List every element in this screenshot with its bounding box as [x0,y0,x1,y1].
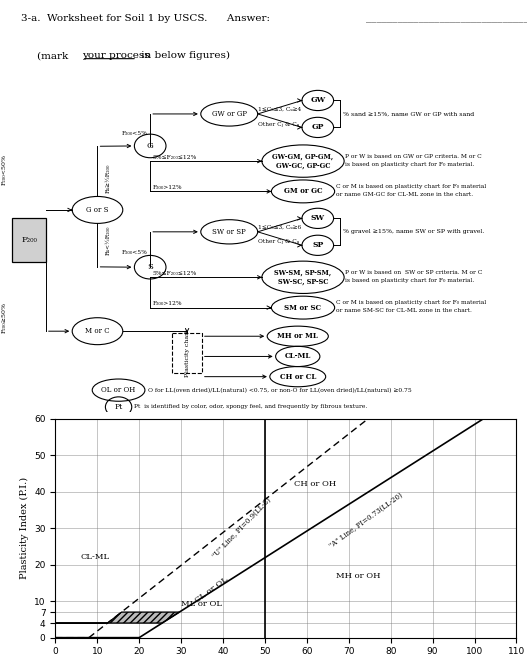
Text: F₂₀₀<5%: F₂₀₀<5% [122,131,148,136]
Y-axis label: Plasticity Index (P.I.): Plasticity Index (P.I.) [19,477,28,579]
Text: SW-SM, SP-SM,
SW-SC, SP-SC: SW-SM, SP-SM, SW-SC, SP-SC [275,269,331,286]
Text: M or C: M or C [85,327,110,336]
Text: SW: SW [311,215,325,222]
FancyBboxPatch shape [12,218,46,262]
Text: or name SM-SC for CL-ML zone in the chart.: or name SM-SC for CL-ML zone in the char… [336,309,472,313]
Text: F₂₀₀: F₂₀₀ [21,236,37,244]
Text: G: G [147,142,153,150]
Text: F₂₀₀>12%: F₂₀₀>12% [153,301,182,306]
Text: % gravel ≥15%, name SW or SP with gravel.: % gravel ≥15%, name SW or SP with gravel… [343,230,484,234]
Text: F₂₀₀<50%: F₂₀₀<50% [2,154,7,185]
Text: GW-GM, GP-GM,
GW-GC, GP-GC: GW-GM, GP-GM, GW-GC, GP-GC [272,152,334,169]
Text: MH or OH: MH or OH [336,572,380,579]
Text: P or W is based on GW or GP criteria. M or C: P or W is based on GW or GP criteria. M … [345,154,482,158]
Text: OL or OH: OL or OH [102,386,135,394]
Text: O for LL(oven dried)/LL(natural) <0.75, or non-O for LL(oven dried)/LL(natural) : O for LL(oven dried)/LL(natural) <0.75, … [148,388,411,392]
Text: R₄<½R₂₀₀: R₄<½R₂₀₀ [105,226,110,255]
Text: is based on plasticity chart for F₀ material.: is based on plasticity chart for F₀ mate… [345,162,474,167]
Text: or name GM-GC for CL-ML zone in the chart.: or name GM-GC for CL-ML zone in the char… [336,192,473,198]
Text: CL-ML: CL-ML [81,553,110,561]
Text: 1≤C₅≤3, Cᵤ≥4: 1≤C₅≤3, Cᵤ≥4 [258,107,301,111]
Text: G or S: G or S [86,206,109,214]
Text: Plasticity chart: Plasticity chart [184,330,190,377]
Text: ML or OL: ML or OL [181,600,222,608]
Text: __________________________________: __________________________________ [366,14,527,22]
Text: C or M is based on plasticity chart for F₀ material: C or M is based on plasticity chart for … [336,300,486,305]
Text: F₂₀₀>12%: F₂₀₀>12% [153,185,182,190]
Text: CH or OH: CH or OH [294,480,337,489]
Text: % sand ≥15%, name GW or GP with sand: % sand ≥15%, name GW or GP with sand [343,111,474,116]
Text: S: S [147,263,153,271]
Text: Pt  is identified by color, odor, spongy feel, and frequently by fibrous texture: Pt is identified by color, odor, spongy … [134,404,368,409]
Text: is based on plasticity chart for F₀ material.: is based on plasticity chart for F₀ mate… [345,278,474,283]
Text: 5%≤F₂₀₀≤12%: 5%≤F₂₀₀≤12% [153,154,197,160]
Text: 1≤C₅≤3, Cᵤ≥6: 1≤C₅≤3, Cᵤ≥6 [258,224,301,230]
Text: 3-a.  Worksheet for Soil 1 by USCS.      Answer:: 3-a. Worksheet for Soil 1 by USCS. Answe… [21,14,270,22]
Text: SW or SP: SW or SP [212,228,246,236]
Text: P or W is based on  SW or SP criteria. M or C: P or W is based on SW or SP criteria. M … [345,269,483,275]
Text: GW or GP: GW or GP [212,110,247,118]
Text: "A" Line, PI=0.73(LL-20): "A" Line, PI=0.73(LL-20) [328,492,404,550]
Text: C or M is based on plasticity chart for F₀ material: C or M is based on plasticity chart for … [336,184,486,189]
Text: GM or GC: GM or GC [284,188,323,196]
Text: in below figures): in below figures) [138,51,230,60]
Text: SP: SP [312,241,324,249]
Text: SM or SC: SM or SC [285,303,321,311]
Text: F₂₀₀<5%: F₂₀₀<5% [122,250,148,255]
Text: R₄≥½R₂₀₀: R₄≥½R₂₀₀ [105,164,110,193]
Text: CL or OL: CL or OL [194,576,230,605]
Text: GP: GP [311,124,324,131]
Text: MH or ML: MH or ML [277,332,318,340]
Text: GW: GW [310,97,325,105]
Text: Other Cⱼ & Cᵤ: Other Cⱼ & Cᵤ [258,122,299,126]
Text: CH or CL: CH or CL [279,373,316,381]
Text: (mark: (mark [37,51,71,60]
Text: Pt: Pt [114,403,123,411]
Text: "U" Line, PI=0.9(LL-8): "U" Line, PI=0.9(LL-8) [210,496,272,560]
Text: your process: your process [82,51,149,60]
Text: CL-ML: CL-ML [285,353,311,360]
Text: Other Cⱼ & Cᵤ: Other Cⱼ & Cᵤ [258,239,299,245]
Text: 5%≤F₂₀₀≤12%: 5%≤F₂₀₀≤12% [153,271,197,276]
Text: F₂₀₀≥50%: F₂₀₀≥50% [2,302,7,334]
Polygon shape [55,612,179,623]
